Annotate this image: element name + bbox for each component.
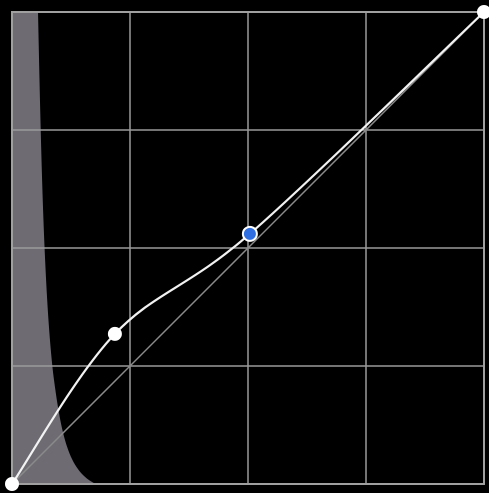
control-point[interactable] <box>107 326 122 341</box>
frame <box>11 11 485 485</box>
baseline-diagonal <box>11 11 485 485</box>
selected-control-point[interactable] <box>241 225 258 242</box>
control-point[interactable] <box>5 477 19 491</box>
control-point[interactable] <box>477 5 489 19</box>
curve-layer <box>5 5 489 491</box>
tone-curve <box>11 11 485 485</box>
